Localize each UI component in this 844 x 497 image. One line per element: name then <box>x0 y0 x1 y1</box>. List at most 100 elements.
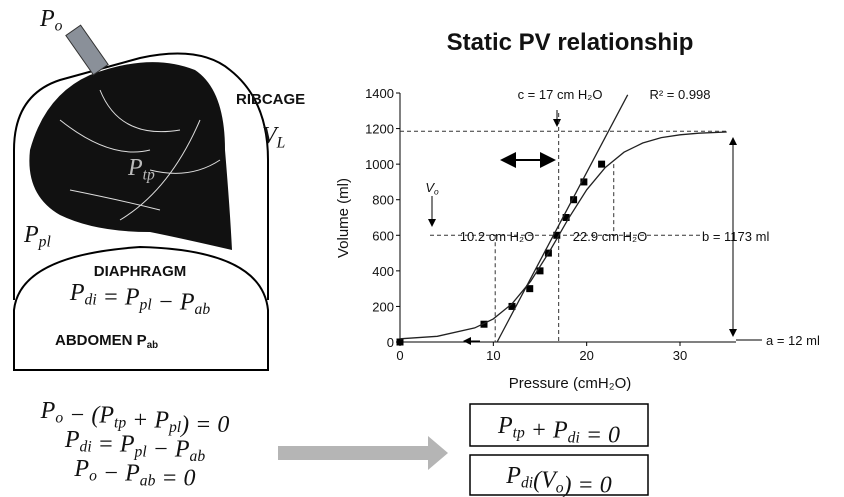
data-point <box>598 160 606 168</box>
eq-text: − <box>147 436 175 462</box>
eq-symbol: P <box>124 285 140 311</box>
eq-symbol: P <box>174 436 190 462</box>
eq-subscript: o <box>55 18 63 35</box>
airway-tube <box>65 24 109 76</box>
chart: Static PV relationship Pressure (cmH₂O) … <box>335 29 820 392</box>
fit-line <box>496 94 629 343</box>
abdomen-outline <box>13 245 269 371</box>
eq-text: ) = 0 <box>562 472 612 497</box>
y-tick-label: 1000 <box>365 157 394 172</box>
data-point <box>508 302 516 310</box>
eq-text: = <box>92 432 120 458</box>
eq-symbol: P <box>137 332 147 349</box>
eq-subscript: ab <box>190 448 206 465</box>
eq-symbol: P <box>153 407 169 433</box>
eq-subscript: pl <box>134 443 147 460</box>
eq-symbol: P <box>127 155 143 181</box>
x-tick-label: 0 <box>396 348 403 363</box>
equation: Pdi = Ppl − Pab <box>64 427 206 465</box>
annotation: c = 17 cm H₂O <box>518 87 603 102</box>
eq-subscript: L <box>276 135 286 152</box>
y-tick-label: 0 <box>387 335 394 350</box>
eq-text: a = 12 ml <box>766 333 820 348</box>
pdi-label: Pdi = Ppl − Pab <box>69 280 211 318</box>
eq-symbol: P <box>69 280 85 306</box>
y-tick-label: 1400 <box>365 86 394 101</box>
eq-subscript: tp <box>114 414 126 431</box>
eq-text: b = 1173 ml <box>702 229 769 244</box>
eq-symbol: P <box>64 427 80 453</box>
eq-symbol: P <box>124 461 140 487</box>
po-label: Po <box>39 6 63 35</box>
eq-subscript: o <box>55 410 63 427</box>
annotation: 22.9 cm H₂O <box>573 229 647 244</box>
eq-symbol: V <box>541 468 558 494</box>
y-axis-label: Volume (ml) <box>335 178 352 258</box>
eq-text: ABDOMEN <box>55 332 137 349</box>
eq-subscript: ab <box>140 472 156 489</box>
x-axis-label: Pressure (cmH₂O) <box>509 375 632 392</box>
x-tick-label: 10 <box>486 348 500 363</box>
eq-subscript: pl <box>139 296 152 313</box>
annotation: a = 12 ml <box>766 333 820 348</box>
eq-subscript: o <box>89 468 97 485</box>
data-point <box>570 196 578 204</box>
eq-symbol: P <box>179 289 195 315</box>
result-equation: Pdi(Vo) = 0 <box>505 463 611 497</box>
data-point <box>396 338 404 346</box>
eq-text: R² = 0.998 <box>649 87 710 102</box>
eq-symbol: V <box>262 123 279 149</box>
result-box <box>469 454 649 496</box>
eq-subscript: tp <box>143 167 155 184</box>
eq-subscript: o <box>434 187 439 197</box>
eq-symbol: P <box>73 456 89 482</box>
x-tick-label: 30 <box>673 348 687 363</box>
eq-text: − <box>152 289 180 315</box>
data-point <box>580 178 588 186</box>
flow-arrow <box>278 436 448 470</box>
diaphragm-label: DIAPHRAGM <box>94 263 187 280</box>
ribcage-label: RIBCAGE <box>236 91 305 108</box>
eq-subscript: ab <box>147 340 158 351</box>
eq-subscript: pl <box>38 234 51 251</box>
y-tick-label: 600 <box>372 228 394 243</box>
eq-subscript: pl <box>168 419 181 436</box>
data-point <box>562 214 570 221</box>
data-point <box>536 267 544 275</box>
y-tick-label: 200 <box>372 299 394 314</box>
data-point <box>526 285 534 293</box>
y-tick-label: 400 <box>372 264 394 279</box>
ppl-label: Ppl <box>23 222 51 251</box>
eq-symbol: P <box>23 222 39 248</box>
eq-subscript: di <box>80 439 92 456</box>
vl-label: VL <box>262 123 285 152</box>
eq-subscript: di <box>85 292 97 309</box>
eq-subscript: ab <box>195 301 211 318</box>
eq-text: ( <box>533 468 543 494</box>
annotation: 10.2 cm H₂O <box>460 229 534 244</box>
eq-subscript: o <box>556 479 564 496</box>
annotation: R² = 0.998 <box>649 87 710 102</box>
eq-symbol: P <box>39 6 55 32</box>
ribcage-outline <box>13 52 269 300</box>
lung-vessels <box>59 89 221 221</box>
eq-text: = 0 <box>580 422 620 448</box>
y-tick-label: 800 <box>372 193 394 208</box>
abdomen-label: ABDOMEN Pab <box>55 332 158 351</box>
eq-text: ) = 0 <box>179 412 229 438</box>
lung-diagram: Po RIBCAGE VL Ptp Ppl DIAPHRAGM Pdi = Pp… <box>13 6 305 371</box>
eq-symbol: P <box>552 418 568 444</box>
result-equation: Ptp + Pdi = 0 <box>497 413 620 448</box>
eq-text: + <box>126 407 154 433</box>
data-point <box>553 231 561 239</box>
eq-symbol: P <box>119 432 135 458</box>
eq-symbol: P <box>497 413 513 439</box>
eq-text: DIAPHRAGM <box>94 263 187 280</box>
eq-symbol: P <box>40 398 56 424</box>
eq-symbol: P <box>98 403 114 429</box>
annotation: Vo <box>425 180 439 197</box>
eq-text: 22.9 cm H₂O <box>573 229 647 244</box>
eq-text: − <box>97 461 125 487</box>
eq-text: c = 17 cm H₂O <box>518 87 603 102</box>
